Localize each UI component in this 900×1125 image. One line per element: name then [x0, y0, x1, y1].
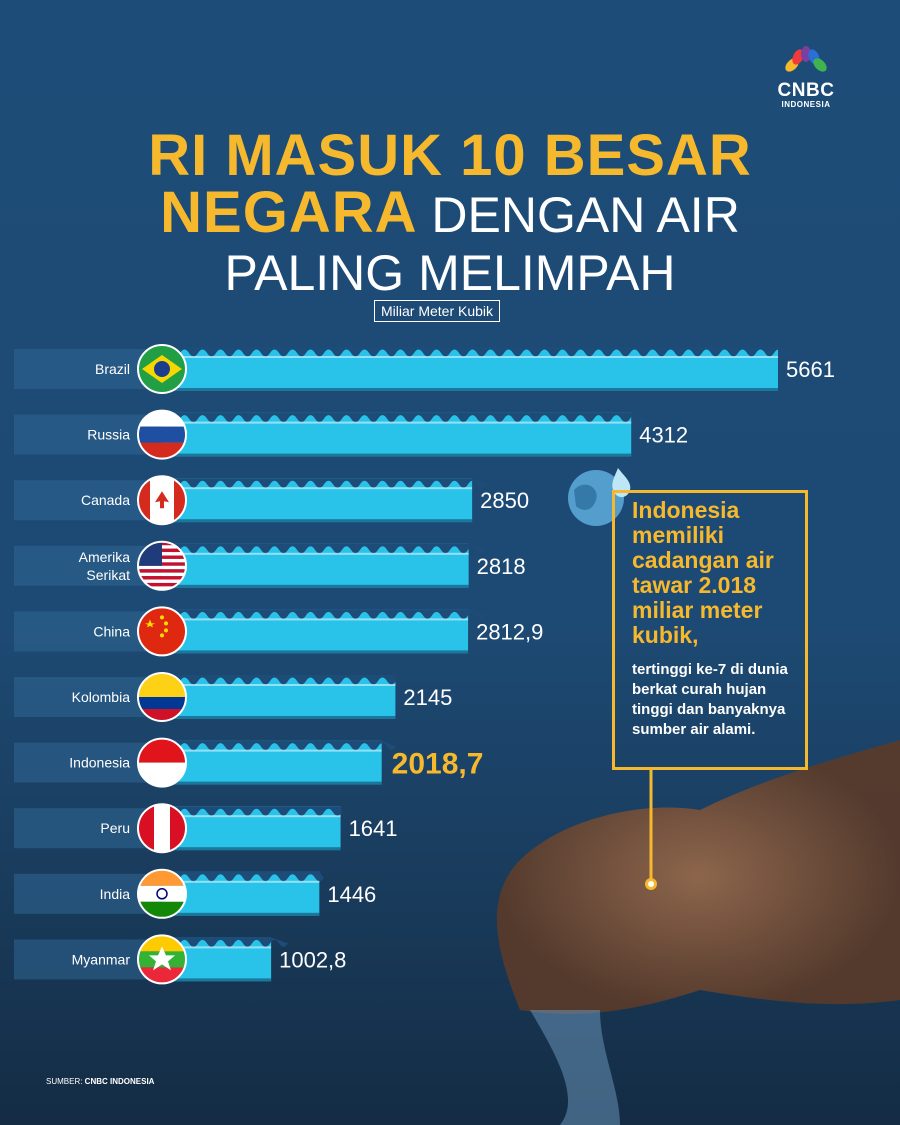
flag-icon	[138, 345, 186, 393]
peacock-icon	[785, 46, 827, 72]
bar-base	[162, 912, 320, 916]
bar-group: Kolombia 2145	[14, 672, 452, 722]
wave-top	[162, 806, 342, 816]
bar-group: Russia 4312	[14, 409, 688, 460]
bar-base	[162, 781, 382, 785]
wave-highlight	[162, 684, 396, 686]
flag-ring	[137, 803, 187, 854]
flag-ring	[137, 409, 187, 460]
value-label: 2145	[403, 685, 452, 710]
flag-ring	[137, 737, 187, 788]
value-label: 2812,9	[476, 619, 543, 644]
bar-base	[162, 519, 473, 523]
bar-base	[162, 650, 469, 654]
bar	[162, 871, 320, 916]
wave-top	[162, 543, 486, 554]
bar-base	[162, 453, 632, 457]
callout-headline: Indonesia memiliki cadangan air tawar 2.…	[632, 497, 774, 648]
wave-top	[162, 609, 486, 619]
title-line-3: PALING MELIMPAH	[224, 245, 676, 301]
cnbc-logo: CNBC INDONESIA	[772, 42, 840, 109]
value-label: 1002,8	[279, 947, 346, 972]
wave-top	[162, 347, 792, 357]
value-label: 2850	[480, 488, 529, 513]
bar-group: India 1446	[14, 868, 376, 919]
value-label: 2818	[477, 554, 526, 579]
wave-top	[162, 740, 396, 751]
wave-highlight	[162, 815, 341, 818]
logo-word: CNBC	[777, 80, 835, 101]
source-value: CNBC INDONESIA	[84, 1077, 155, 1086]
title-highlight: NEGARA	[160, 180, 418, 245]
category-label: Amerika	[79, 549, 131, 565]
bar-base	[162, 716, 396, 719]
category-label: Kolombia	[72, 689, 131, 705]
category-label: Russia	[87, 427, 130, 443]
flag-ring	[137, 344, 187, 394]
wave-top	[162, 412, 648, 423]
wave-highlight	[162, 880, 320, 883]
source-label: SUMBER:	[46, 1077, 85, 1086]
category-label: Canada	[81, 492, 130, 508]
category-label: China	[93, 623, 130, 639]
bar-group: China 2812,9	[14, 606, 543, 657]
bar-group: Myanmar 1002,8	[14, 934, 346, 985]
bar-group: Canada 2850	[14, 475, 529, 526]
callout-body: tertinggi ke-7 di dunia berkat curah huj…	[632, 661, 788, 738]
title-line-1: RI MASUK 10 BESAR	[148, 123, 752, 188]
category-label: Myanmar	[72, 951, 131, 967]
bar-base	[162, 978, 272, 982]
category-label: Serikat	[86, 567, 130, 583]
wave-top	[162, 937, 288, 947]
flag-ring	[137, 868, 187, 919]
category-label: Indonesia	[69, 755, 130, 771]
wave-highlight	[162, 749, 382, 752]
wave-highlight	[162, 487, 473, 490]
bar-group: Amerika Serikat 2818	[14, 540, 526, 591]
flag-ring	[137, 672, 187, 722]
category-label: Peru	[100, 820, 130, 836]
value-label: 4312	[639, 423, 688, 448]
title-line-2-rest: DENGAN AIR	[417, 187, 740, 243]
bar-group: Brazil 5661	[14, 344, 835, 394]
bar-base	[162, 388, 778, 391]
wave-highlight	[162, 618, 469, 621]
callout-box	[612, 490, 808, 770]
wave-top	[162, 675, 396, 685]
bar-base	[162, 847, 341, 851]
wave-top	[162, 871, 324, 882]
category-label: Brazil	[95, 361, 130, 377]
bar-base	[162, 584, 469, 588]
value-label: 2018,7	[392, 748, 484, 781]
wave-highlight	[162, 946, 272, 949]
value-label: 5661	[786, 357, 835, 382]
unit-label: Miliar Meter Kubik	[374, 300, 501, 322]
bar	[162, 347, 778, 391]
flag-icon	[138, 607, 186, 656]
logo-subtitle: INDONESIA	[781, 100, 831, 109]
wave-highlight	[162, 356, 778, 358]
bar-group: Indonesia 2018,7	[14, 737, 484, 788]
flag-ring	[137, 475, 187, 526]
bar	[162, 740, 382, 785]
wave-highlight	[162, 552, 469, 555]
water-stream	[530, 1010, 620, 1125]
title-line-2: NEGARA DENGAN AIR	[0, 184, 900, 243]
bar-group: Peru 1641	[14, 803, 398, 854]
value-label: 1446	[327, 882, 376, 907]
wave-highlight	[162, 421, 632, 424]
flag-ring	[137, 606, 187, 657]
wave-top	[162, 478, 486, 488]
globe-icon	[568, 468, 631, 526]
flag-ring	[137, 540, 187, 591]
flag-ring	[137, 934, 187, 985]
source-note: SUMBER: CNBC INDONESIA	[46, 1077, 154, 1086]
hands-illustration	[496, 740, 900, 1014]
category-label: India	[100, 886, 131, 902]
value-label: 1641	[349, 816, 398, 841]
